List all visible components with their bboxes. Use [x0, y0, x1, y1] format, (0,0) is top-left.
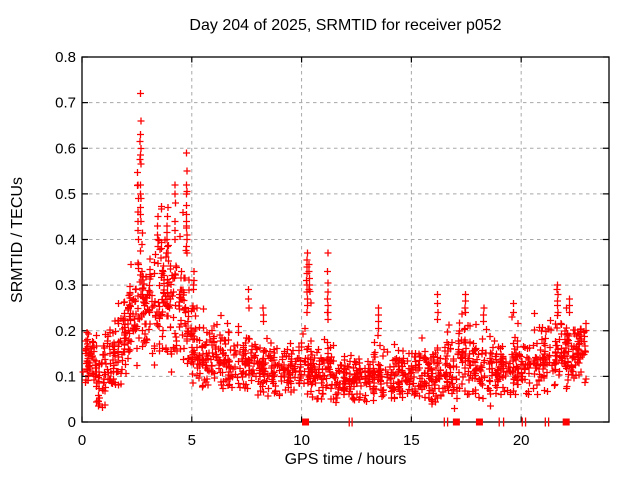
x-tick-label: 0: [78, 432, 86, 449]
zero-value-square: [562, 418, 570, 426]
zero-value-tick: [544, 417, 546, 427]
zero-value-tick: [547, 417, 550, 427]
x-tick-label: 15: [403, 432, 420, 449]
zero-value-tick: [351, 417, 353, 427]
y-tick-label: 0.6: [55, 140, 76, 157]
zero-value-tick: [446, 417, 449, 427]
y-tick-label: 0.4: [55, 232, 76, 249]
y-tick-label: 0.8: [55, 49, 76, 66]
zero-value-square: [452, 418, 460, 426]
y-tick-label: 0.7: [55, 95, 76, 112]
zero-value-tick: [521, 417, 523, 427]
zero-value-square: [475, 418, 483, 426]
x-tick-label: 10: [293, 432, 310, 449]
y-tick-label: 0.3: [55, 277, 76, 294]
y-tick-label: 0.1: [55, 368, 76, 385]
y-tick-label: 0.5: [55, 186, 76, 203]
x-tick-label: 5: [188, 432, 196, 449]
zero-value-tick: [524, 417, 527, 427]
zero-value-tick: [348, 417, 350, 427]
chart-title: Day 204 of 2025, SRMTID for receiver p05…: [189, 17, 502, 34]
x-tick-label: 20: [513, 432, 530, 449]
y-tick-label: 0: [68, 414, 76, 431]
x-axis-label: GPS time / hours: [284, 451, 407, 468]
zero-value-square: [302, 418, 310, 426]
zero-value-tick: [502, 417, 505, 427]
y-tick-label: 0.2: [55, 323, 76, 340]
y-axis-label: SRMTID / TECUs: [9, 177, 26, 303]
zero-value-tick: [443, 417, 445, 427]
data-points: [79, 90, 590, 412]
zero-value-tick: [498, 417, 500, 427]
